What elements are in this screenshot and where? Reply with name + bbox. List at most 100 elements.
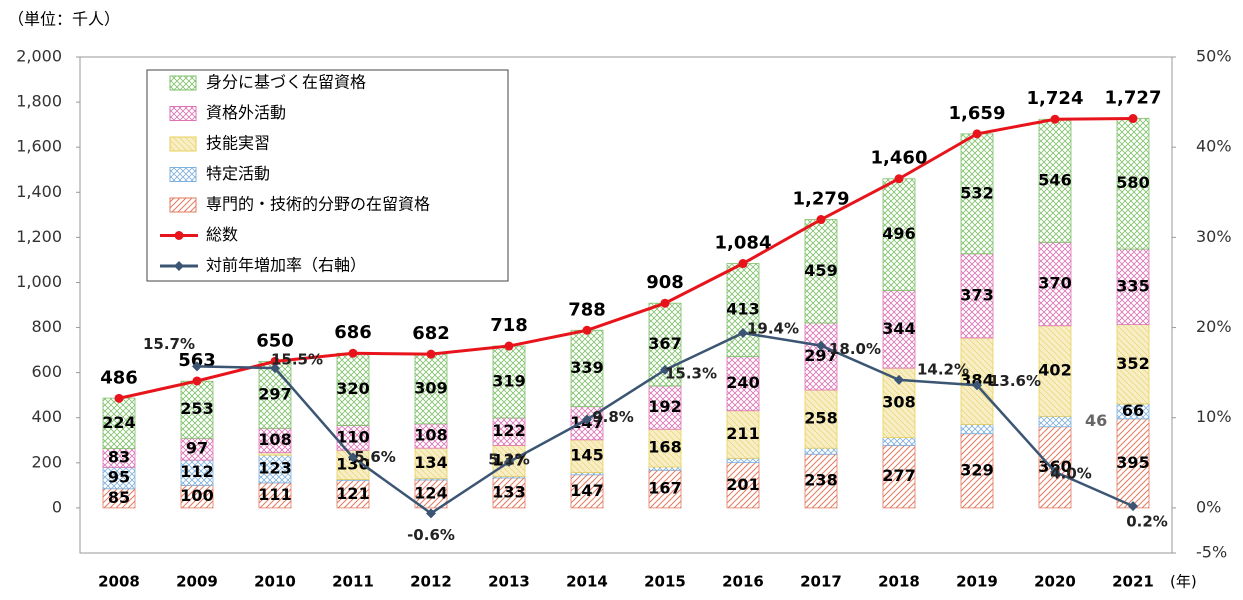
bar-segment	[1038, 241, 1072, 327]
bar-segment	[336, 352, 370, 426]
bar-segment	[882, 178, 916, 291]
x-tick-label: 2019	[956, 573, 998, 591]
data-label: 352	[1116, 354, 1149, 373]
y2-tick-label: -5%	[1196, 543, 1227, 562]
data-label: 580	[1116, 173, 1149, 192]
x-tick-label: 2013	[488, 573, 530, 591]
data-label: 111	[258, 485, 291, 504]
y2-tick-label: 0%	[1196, 497, 1221, 516]
x-unit: (年)	[1170, 573, 1197, 591]
legend-marker	[174, 231, 184, 240]
y2-tick-label: 10%	[1196, 407, 1232, 426]
marker	[504, 341, 514, 351]
marker	[816, 215, 826, 225]
legend-label: 特定活動	[206, 164, 270, 183]
bar-segment	[648, 466, 682, 471]
bar-segment	[570, 474, 604, 509]
bar-segment	[960, 424, 994, 435]
marker	[1128, 114, 1138, 124]
marker	[270, 363, 280, 374]
rate-label: 15.3%	[665, 364, 717, 382]
data-label: 108	[414, 425, 447, 444]
data-label: 147	[570, 481, 603, 500]
data-label: 108	[258, 430, 291, 449]
x-tick-label: 2017	[800, 573, 842, 591]
rate-label: 15.7%	[143, 335, 195, 353]
data-label: 546	[1038, 170, 1071, 189]
legend-swatch	[169, 136, 197, 152]
y-tick-label: 800	[31, 317, 62, 336]
bar-segment	[648, 428, 682, 468]
data-label: 238	[804, 471, 837, 490]
marker	[1128, 501, 1138, 512]
y2-tick-label: 20%	[1196, 317, 1232, 336]
data-label: 97	[186, 439, 208, 458]
legend-swatch	[169, 106, 197, 121]
legend-label: 身分に基づく在留資格	[206, 73, 366, 92]
data-label: 145	[570, 446, 603, 465]
y-tick-label: 200	[31, 452, 62, 471]
x-tick-label: 2021	[1112, 573, 1154, 591]
x-tick-label: 2009	[176, 573, 218, 591]
total-label: 788	[568, 299, 606, 320]
data-label: 370	[1038, 274, 1071, 293]
legend-swatch	[169, 197, 197, 213]
bar-segment	[1116, 418, 1150, 509]
total-label: 1,084	[715, 233, 772, 254]
bar-segment	[102, 397, 136, 450]
bar-segment	[804, 322, 838, 391]
bar-segment	[648, 469, 682, 509]
data-label: 339	[570, 358, 603, 377]
data-label: 344	[882, 319, 915, 338]
x-tick-label: 2011	[332, 573, 374, 591]
bar-segment	[492, 417, 526, 446]
rate-label: 4.0%	[1050, 464, 1092, 482]
marker	[348, 452, 358, 463]
data-label: 459	[804, 261, 837, 280]
data-label: 95	[108, 468, 130, 487]
data-label: 395	[1116, 453, 1149, 472]
bar-segment	[570, 439, 604, 473]
data-label: 134	[414, 453, 447, 472]
data-label: 83	[108, 447, 130, 466]
data-label: 112	[180, 462, 213, 481]
plot-frame	[79, 56, 1173, 554]
bar-segment	[882, 437, 916, 446]
marker	[972, 380, 982, 391]
data-label: 297	[804, 346, 837, 365]
data-label: 130	[336, 454, 369, 473]
bar-segment	[726, 457, 760, 463]
data-label: 192	[648, 397, 681, 416]
marker	[738, 327, 748, 338]
bar-segment	[414, 353, 448, 425]
bar-segment	[492, 345, 526, 419]
marker	[426, 508, 436, 519]
data-label: 100	[180, 486, 213, 505]
data-label: 240	[726, 373, 759, 392]
bar-segment	[1116, 117, 1150, 250]
data-label: 373	[960, 285, 993, 304]
total-label: 650	[256, 330, 294, 351]
bar-segment	[258, 482, 292, 509]
data-label: 66	[1122, 401, 1144, 420]
marker	[972, 129, 982, 139]
bar-segment	[1038, 415, 1072, 428]
rate-label: 13.6%	[989, 372, 1041, 390]
bar-segment	[1038, 118, 1072, 243]
data-label: 46	[1085, 411, 1107, 430]
total-label: 718	[490, 315, 528, 336]
data-label: 320	[336, 379, 369, 398]
data-label: 402	[1038, 361, 1071, 380]
data-label: 124	[414, 483, 447, 502]
data-label: 258	[804, 409, 837, 428]
rate-label: 14.2%	[917, 360, 969, 378]
x-tick-label: 2010	[254, 573, 296, 591]
total-label: 1,460	[871, 148, 928, 169]
marker	[504, 456, 514, 467]
marker	[1050, 114, 1060, 124]
bar-segment	[804, 453, 838, 509]
chart-title: （単位：千人）	[8, 10, 120, 29]
bar-segment	[180, 459, 214, 486]
data-label: 122	[492, 421, 525, 440]
